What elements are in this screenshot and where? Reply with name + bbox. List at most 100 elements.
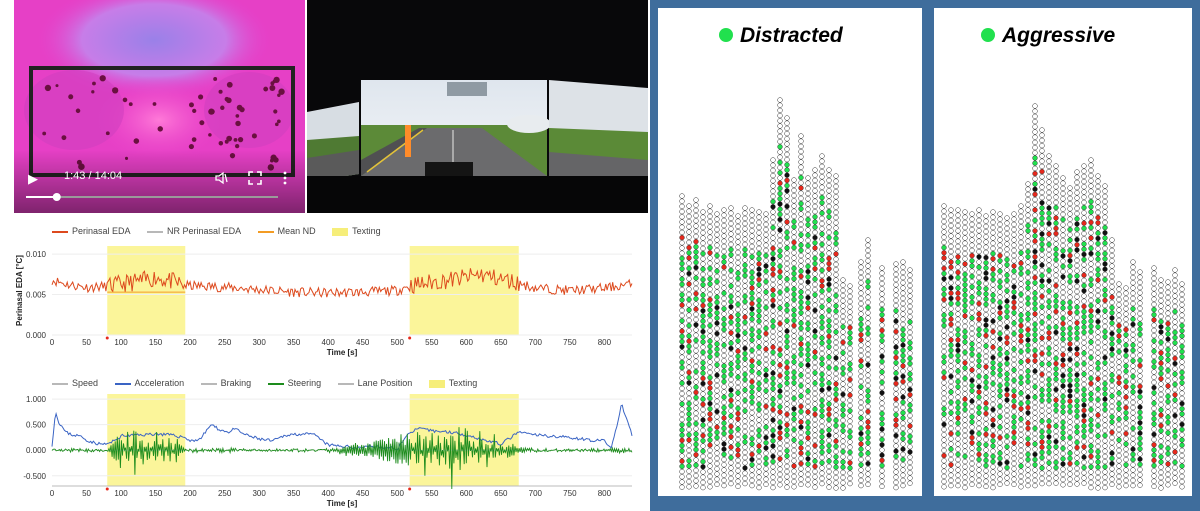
sequence-marker	[1032, 384, 1038, 390]
sequence-marker	[714, 242, 720, 248]
sequence-marker	[983, 306, 989, 313]
sequence-marker	[777, 118, 783, 124]
sequence-marker	[893, 271, 899, 278]
sequence-marker	[1053, 329, 1059, 336]
sequence-marker	[948, 311, 954, 317]
sequence-marker	[997, 466, 1003, 472]
sequence-marker	[893, 469, 899, 475]
sequence-marker	[1067, 341, 1073, 347]
sequence-marker	[1053, 464, 1059, 471]
sequence-marker	[879, 327, 885, 334]
sequence-marker	[749, 415, 755, 421]
sequence-marker	[1039, 418, 1045, 424]
sequence-marker	[1123, 311, 1129, 317]
sequence-marker	[1046, 215, 1052, 222]
sequence-marker	[1130, 394, 1136, 400]
sequence-marker	[1088, 308, 1094, 314]
sequence-marker	[997, 294, 1003, 300]
sequence-marker	[1088, 458, 1094, 465]
sequence-marker	[879, 364, 885, 370]
sequence-marker	[812, 307, 818, 314]
sequence-marker	[707, 291, 713, 298]
sequence-marker	[1130, 295, 1136, 302]
sequence-marker	[907, 397, 913, 403]
sequence-marker	[1081, 438, 1087, 445]
sequence-marker	[812, 468, 818, 475]
sequence-marker	[840, 298, 846, 304]
sequence-marker	[1046, 392, 1052, 398]
thermal-video[interactable]: ▶ 1:43 / 14:04	[14, 0, 305, 213]
sequence-marker	[763, 403, 769, 410]
sequence-marker	[840, 318, 846, 325]
thermal-spot	[226, 135, 233, 142]
sequence-marker	[749, 477, 755, 484]
sequence-marker	[1004, 277, 1010, 284]
sequence-marker	[941, 317, 947, 324]
sequence-marker	[948, 337, 954, 343]
sequence-marker	[693, 316, 699, 323]
sequence-marker	[1032, 285, 1038, 291]
sequence-marker	[1165, 461, 1171, 467]
sequence-marker	[833, 261, 839, 268]
sequence-marker	[1095, 183, 1101, 190]
sequence-marker	[798, 159, 804, 165]
fullscreen-icon[interactable]	[248, 171, 262, 185]
sequence-marker	[693, 467, 699, 474]
sequence-marker	[1025, 259, 1031, 265]
sequence-marker	[865, 414, 871, 420]
sequence-marker	[1088, 157, 1094, 163]
sequence-marker	[969, 304, 975, 311]
sequence-marker	[1067, 455, 1073, 462]
sequence-marker	[777, 149, 783, 155]
sequence-marker	[784, 188, 790, 194]
sequence-marker	[679, 323, 685, 329]
sequence-marker	[983, 384, 989, 391]
sequence-marker	[826, 338, 832, 345]
x-tick-label: 700	[529, 489, 543, 498]
sequence-marker	[858, 306, 864, 312]
sequence-marker	[1025, 404, 1031, 411]
sequence-marker	[812, 437, 818, 444]
sequence-marker	[770, 344, 776, 350]
sequence-marker	[941, 380, 947, 386]
sequence-marker	[1053, 449, 1059, 455]
sequence-marker	[865, 273, 871, 280]
play-icon[interactable]: ▶	[28, 171, 38, 186]
sequence-marker	[962, 209, 968, 215]
legend-label: Texting	[448, 378, 478, 388]
sequence-marker	[840, 428, 846, 434]
sequence-marker	[1060, 372, 1066, 379]
sequence-marker	[728, 345, 734, 352]
sequence-marker	[1081, 418, 1087, 424]
sequence-marker	[1032, 259, 1038, 265]
sequence-marker	[777, 185, 783, 192]
sequence-marker	[833, 355, 839, 361]
sequence-marker	[1165, 367, 1171, 374]
sequence-marker	[756, 282, 762, 288]
sequence-marker	[749, 404, 755, 411]
sequence-marker	[1011, 445, 1017, 451]
sequence-marker	[749, 430, 755, 437]
sequence-marker	[798, 414, 804, 420]
sequence-marker	[990, 386, 996, 392]
sequence-marker	[791, 473, 797, 480]
sequence-marker	[791, 385, 797, 391]
sequence-marker	[983, 249, 989, 256]
sequence-marker	[756, 401, 762, 408]
sequence-marker	[819, 439, 825, 445]
sequence-marker	[1004, 355, 1010, 362]
sequence-marker	[1088, 323, 1094, 330]
sequence-marker	[1011, 330, 1017, 337]
sequence-marker	[777, 388, 783, 394]
sequence-marker	[1067, 232, 1073, 238]
sequence-marker	[847, 335, 853, 341]
sequence-marker	[1116, 291, 1122, 298]
sequence-marker	[990, 370, 996, 376]
volume-icon[interactable]	[214, 171, 228, 185]
more-vert-icon[interactable]	[282, 171, 288, 185]
sequence-marker	[1046, 356, 1052, 362]
sequence-marker	[1109, 320, 1115, 326]
sequence-marker	[1025, 384, 1031, 390]
x-tick-label: 350	[287, 338, 301, 347]
sequence-marker	[693, 400, 699, 406]
